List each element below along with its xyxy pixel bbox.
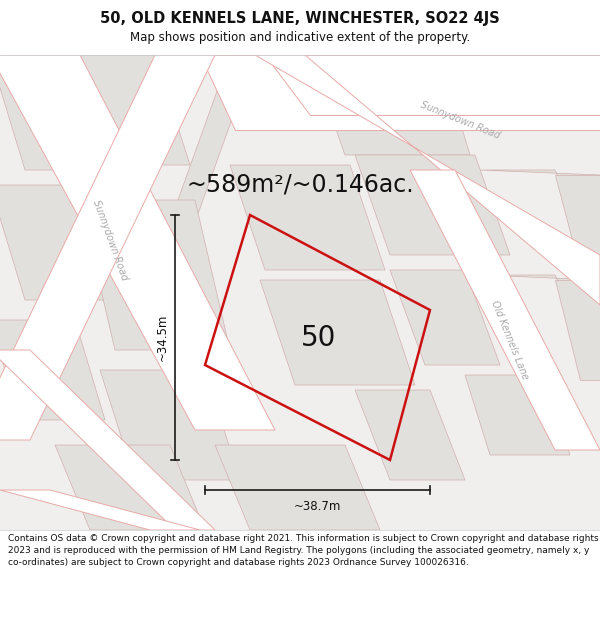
Text: ~38.7m: ~38.7m — [294, 500, 341, 513]
Polygon shape — [560, 55, 600, 130]
Polygon shape — [410, 170, 600, 450]
Text: Contains OS data © Crown copyright and database right 2021. This information is : Contains OS data © Crown copyright and d… — [8, 534, 599, 568]
Text: ~589m²/~0.146ac.: ~589m²/~0.146ac. — [186, 173, 414, 197]
Polygon shape — [55, 445, 205, 530]
Polygon shape — [0, 350, 215, 530]
Polygon shape — [255, 55, 600, 305]
Polygon shape — [465, 375, 570, 455]
Polygon shape — [160, 55, 255, 250]
Polygon shape — [230, 165, 385, 270]
Polygon shape — [0, 55, 115, 170]
Polygon shape — [355, 390, 465, 480]
Polygon shape — [0, 55, 215, 440]
Polygon shape — [390, 270, 500, 365]
Polygon shape — [460, 55, 600, 100]
Polygon shape — [100, 370, 240, 480]
Polygon shape — [480, 275, 600, 370]
Polygon shape — [555, 280, 600, 380]
Polygon shape — [80, 55, 190, 165]
Polygon shape — [0, 320, 105, 420]
Polygon shape — [0, 185, 115, 300]
Polygon shape — [200, 55, 600, 130]
Polygon shape — [555, 175, 600, 270]
Polygon shape — [480, 170, 600, 265]
Bar — [0, 0, 600, 55]
Polygon shape — [355, 155, 510, 255]
Text: Map shows position and indicative extent of the property.: Map shows position and indicative extent… — [130, 31, 470, 44]
Polygon shape — [80, 200, 230, 350]
Polygon shape — [260, 280, 415, 385]
Text: Sunnydown Road: Sunnydown Road — [91, 198, 129, 282]
Polygon shape — [265, 55, 600, 115]
Polygon shape — [215, 445, 380, 530]
Text: ~34.5m: ~34.5m — [156, 314, 169, 361]
Text: 50, OLD KENNELS LANE, WINCHESTER, SO22 4JS: 50, OLD KENNELS LANE, WINCHESTER, SO22 4… — [100, 11, 500, 26]
Polygon shape — [310, 55, 470, 155]
Bar — [0, 530, 600, 625]
Text: 50: 50 — [301, 324, 337, 351]
Polygon shape — [0, 55, 275, 430]
Polygon shape — [0, 490, 200, 530]
Bar — [0, 55, 600, 530]
Text: Old Kennels Lane: Old Kennels Lane — [490, 299, 530, 381]
Text: Sunnydown Road: Sunnydown Road — [419, 99, 501, 141]
